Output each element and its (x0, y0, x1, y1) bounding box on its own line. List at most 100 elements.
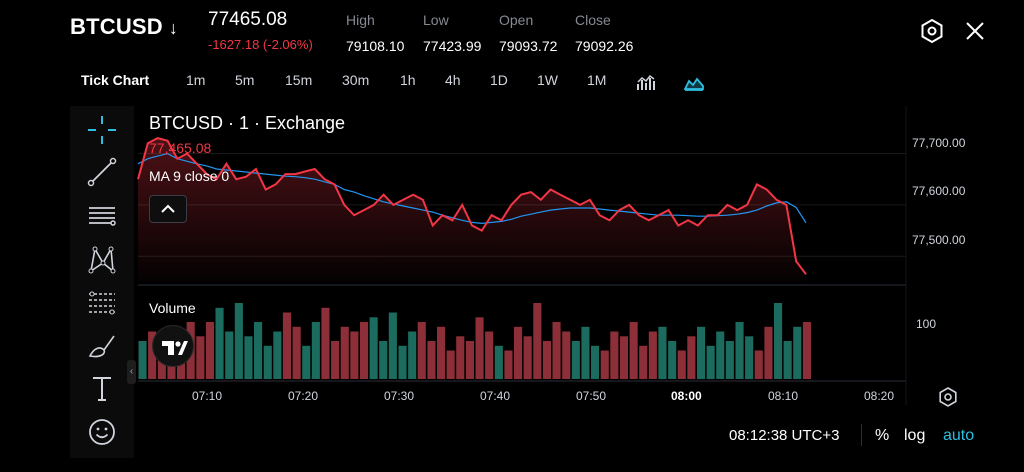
volume-bar (244, 336, 253, 380)
stat-value: 79093.72 (499, 38, 558, 54)
volume-bar (388, 312, 397, 379)
volume-bar (148, 331, 157, 379)
volume-bar (793, 326, 802, 380)
volume-axis-label: 100 (916, 317, 937, 331)
volume-bar (465, 341, 474, 379)
interval-tick-chart[interactable]: Tick Chart (81, 72, 150, 88)
crosshair-icon[interactable] (86, 114, 118, 146)
time-label: 07:40 (480, 389, 511, 403)
stat-label: High (346, 12, 375, 28)
volume-bar (745, 336, 754, 380)
volume-bar (446, 350, 455, 379)
interval-1w[interactable]: 1W (537, 72, 558, 88)
volume-bar (302, 345, 311, 380)
settings-icon[interactable] (919, 18, 945, 44)
volume-bar (485, 331, 494, 379)
volume-bar (350, 331, 359, 379)
volume-bar (581, 326, 590, 380)
emoji-icon[interactable] (86, 416, 118, 448)
price-axis-label: 77,500.00 (912, 233, 966, 247)
volume-bar (591, 345, 600, 380)
trend-line-icon[interactable] (86, 156, 118, 188)
stat-close: Close 79092.26 (575, 12, 633, 54)
volume-bar (802, 322, 811, 379)
volume-bar (677, 350, 686, 379)
volume-bar (263, 345, 272, 380)
volume-bar (668, 341, 677, 379)
time-label: 07:10 (192, 389, 223, 403)
time-label: 07:20 (288, 389, 319, 403)
volume-bar (610, 331, 619, 379)
legend-collapse-button[interactable] (149, 195, 187, 223)
price-line (137, 137, 807, 275)
interval-1h[interactable]: 1h (400, 72, 416, 88)
horizontal-lines-icon[interactable] (86, 200, 118, 232)
volume-bar (504, 350, 513, 379)
volume-bar (273, 331, 282, 379)
axis-settings-icon[interactable] (937, 386, 959, 408)
interval-1m[interactable]: 1m (186, 72, 206, 88)
log-scale-button[interactable]: log (904, 427, 926, 444)
volume-bar (571, 341, 580, 379)
volume-bar (562, 331, 571, 379)
percent-scale-button[interactable]: % (875, 427, 890, 444)
volume-bar (456, 336, 465, 380)
auto-scale-button[interactable]: auto (943, 427, 975, 444)
volume-bar (697, 326, 706, 380)
volume-bar (254, 322, 263, 379)
stat-label: Open (499, 12, 534, 28)
volume-bar (783, 341, 792, 379)
price-change: -1627.18 (-2.06%) (208, 37, 313, 52)
stat-value: 79108.10 (346, 38, 405, 54)
volume-bar (658, 326, 667, 380)
close-icon[interactable] (962, 18, 988, 44)
interval-4h[interactable]: 4h (445, 72, 461, 88)
time-label: 08:20 (864, 389, 895, 403)
symbol-title[interactable]: BTCUSD ↓ (70, 14, 178, 40)
clock-timezone[interactable]: 08:12:38 UTC+3 (729, 427, 840, 444)
interval-1d[interactable]: 1D (490, 72, 508, 88)
interval-15m[interactable]: 15m (285, 72, 313, 88)
volume-bar (706, 345, 715, 380)
text-icon[interactable] (86, 372, 118, 404)
volume-bar (754, 350, 763, 379)
legend-ma: MA 9 close 0 (149, 168, 230, 184)
price-axis-label: 77,600.00 (912, 184, 966, 198)
area-chart-icon[interactable] (683, 74, 704, 97)
interval-30m[interactable]: 30m (342, 72, 370, 88)
time-label: 07:30 (384, 389, 415, 403)
volume-bar (311, 322, 320, 379)
volume-bar (360, 322, 369, 379)
time-label: 08:10 (768, 389, 799, 403)
volume-bar (735, 322, 744, 379)
volume-bar (764, 326, 773, 380)
volume-bar (716, 331, 725, 379)
volume-bar (196, 336, 205, 380)
indicators-icon[interactable] (636, 74, 656, 97)
volume-bar (648, 331, 657, 379)
volume-bar (437, 326, 446, 380)
volume-bar (292, 326, 301, 380)
volume-bar (533, 303, 542, 379)
volume-bar (331, 341, 340, 379)
volume-bar (282, 312, 291, 379)
brush-icon[interactable] (86, 330, 118, 362)
pattern-icon[interactable] (86, 244, 118, 276)
collapse-toolbar-button[interactable]: ‹ (127, 360, 136, 384)
legend-price: 77,465.08 (149, 140, 212, 156)
fib-retracement-icon[interactable] (86, 286, 118, 318)
interval-5m[interactable]: 5m (235, 72, 255, 88)
divider (861, 424, 862, 446)
volume-bar (417, 322, 426, 379)
volume-bar (321, 307, 330, 380)
volume-bar (379, 341, 388, 379)
volume-bar (523, 336, 532, 380)
volume-bar (234, 303, 243, 379)
volume-bar (215, 307, 224, 380)
volume-bar (725, 341, 734, 379)
volume-bar (600, 350, 609, 379)
stat-label: Low (423, 12, 449, 28)
interval-1mo[interactable]: 1M (587, 72, 607, 88)
